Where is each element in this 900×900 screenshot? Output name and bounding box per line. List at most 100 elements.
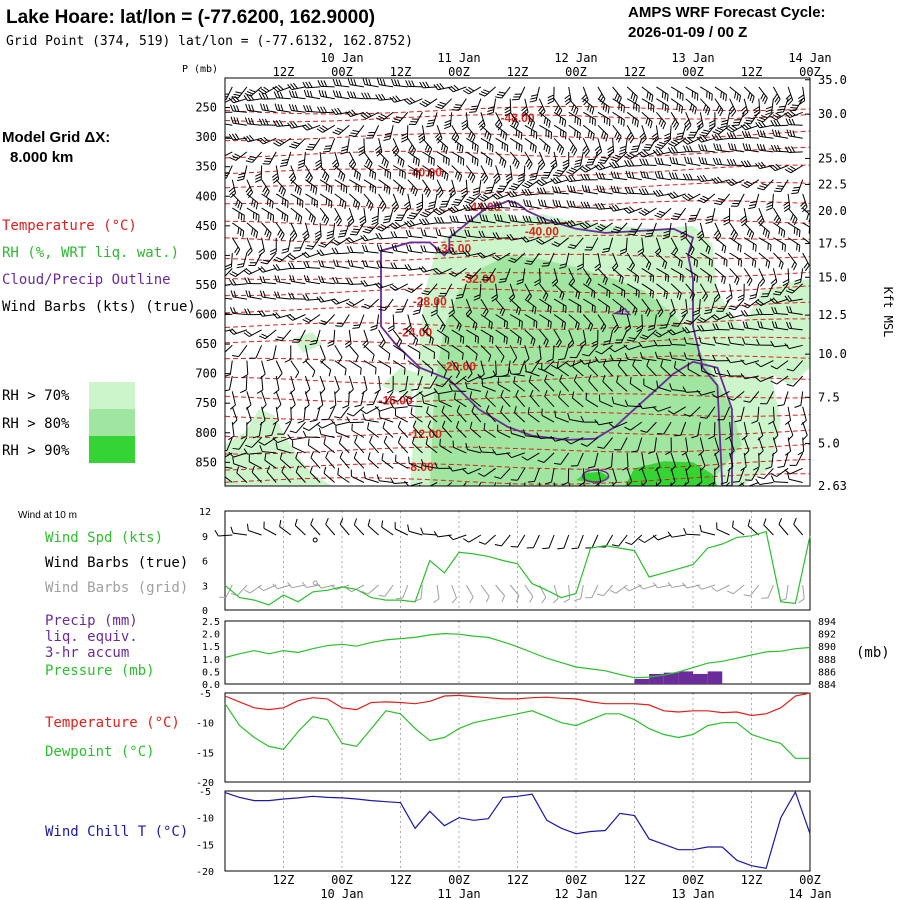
upper-wind-barb	[455, 283, 467, 299]
upper-wind-barb	[228, 278, 247, 286]
upper-wind-barb	[232, 207, 245, 222]
upper-wind-barb	[259, 290, 277, 300]
upper-wind-barb	[495, 314, 508, 329]
upper-wind-barb	[390, 262, 408, 270]
upper-wind-barb	[584, 237, 599, 251]
upper-wind-barb	[582, 124, 595, 141]
upper-wind-barb	[687, 362, 701, 377]
upper-wind-barb	[367, 452, 379, 469]
height-tick-label: 10.0	[818, 347, 847, 361]
upper-wind-barb	[363, 471, 379, 483]
upper-wind-barb	[512, 86, 526, 101]
upper-wind-barb	[753, 98, 761, 117]
surface-wind-barb-grid	[609, 584, 628, 594]
upper-wind-barb	[244, 277, 262, 285]
upper-wind-barb	[537, 452, 555, 463]
upper-wind-barb	[433, 82, 452, 91]
forecast-cycle-label: AMPS WRF Forecast Cycle:	[628, 4, 826, 21]
upper-wind-barb	[623, 344, 642, 351]
upper-wind-barb	[610, 151, 628, 162]
upper-wind-barb	[318, 259, 335, 269]
upper-wind-barb	[297, 406, 306, 424]
upper-wind-barb	[331, 151, 340, 171]
upper-wind-barb	[725, 178, 745, 187]
upper-wind-barb	[225, 151, 233, 159]
top-time-label: 00Z	[331, 65, 353, 79]
upper-wind-barb	[248, 455, 262, 469]
upper-wind-barb	[656, 98, 669, 113]
upper-wind-barb	[231, 345, 248, 358]
rh70-patch-a	[293, 332, 323, 353]
upper-wind-barb	[713, 283, 721, 303]
upper-wind-barb	[534, 268, 541, 287]
upper-wind-barb	[491, 482, 497, 486]
upper-wind-barb	[553, 314, 566, 330]
upper-wind-barb	[641, 98, 655, 113]
upper-wind-barb	[656, 267, 669, 283]
upper-wind-barb	[539, 298, 552, 314]
upper-wind-barb	[426, 112, 438, 128]
upper-wind-barb	[316, 249, 335, 256]
upper-wind-barb	[787, 252, 797, 271]
upper-wind-barb	[408, 112, 423, 126]
upper-wind-barb	[538, 98, 546, 117]
upper-wind-barb	[348, 124, 365, 137]
upper-wind-barb	[631, 437, 643, 453]
upper-wind-barb	[539, 124, 553, 140]
upper-wind-barb	[524, 314, 538, 329]
upper-wind-barb	[713, 143, 730, 153]
upper-wind-barb	[667, 191, 686, 199]
upper-wind-barb	[550, 435, 569, 442]
upper-wind-barb	[495, 86, 511, 99]
upper-wind-barb	[785, 86, 794, 106]
upper-wind-barb	[535, 345, 542, 364]
upper-wind-barb	[376, 78, 394, 88]
upper-wind-barb	[696, 135, 716, 143]
upper-wind-barb	[329, 391, 337, 410]
upper-wind-barb	[729, 237, 742, 253]
upper-wind-barb	[623, 206, 642, 214]
surface-wind-barb-true	[732, 520, 745, 536]
upper-wind-barb	[334, 207, 342, 227]
upper-wind-barb	[389, 402, 408, 409]
upper-wind-barb	[335, 425, 350, 438]
upper-wind-barb	[559, 374, 570, 392]
upper-wind-barb	[361, 92, 379, 100]
surface-wind-barb-grid	[495, 584, 506, 603]
upper-wind-barb	[436, 137, 449, 155]
forecast-cycle-value: 2026-01-09 / 00 Z	[628, 24, 747, 41]
upper-wind-barb	[568, 138, 578, 156]
surface-wind-barb-true	[478, 534, 496, 545]
upper-wind-barb	[626, 125, 635, 144]
wind-panel: 0 3 6 9 12	[199, 507, 811, 617]
upper-wind-barb	[685, 237, 695, 256]
surface-wind-barbs-true	[214, 517, 804, 550]
upper-wind-barb	[228, 95, 248, 104]
temperature-contour	[225, 393, 810, 403]
temperature-contour	[225, 130, 810, 142]
upper-wind-barb	[757, 179, 774, 191]
surface-wind-barb-grid	[574, 584, 584, 602]
upper-wind-barb	[337, 222, 350, 238]
upper-wind-barb	[647, 314, 657, 331]
upper-wind-barb	[561, 468, 570, 486]
upper-wind-barb	[523, 345, 530, 364]
upper-wind-barb	[546, 345, 555, 363]
upper-wind-barb	[551, 186, 569, 195]
precip-label: Precip (mm)	[45, 613, 138, 629]
upper-wind-barb	[441, 420, 453, 438]
upper-wind-barb	[752, 452, 760, 471]
surface-wind-barb-true	[310, 518, 321, 536]
upper-wind-barb	[365, 125, 380, 139]
upper-wind-barb	[353, 451, 365, 469]
upper-wind-barb	[654, 157, 672, 166]
upper-wind-barb	[443, 112, 453, 130]
upper-wind-barb	[772, 86, 781, 105]
pressure-ytick-label: 884	[818, 680, 836, 691]
upper-wind-barb	[462, 203, 481, 212]
dewpoint-label: Dewpoint (°C)	[45, 744, 155, 760]
upper-wind-barb	[510, 468, 526, 481]
upper-wind-barb	[484, 179, 497, 195]
upper-wind-barb	[243, 94, 262, 102]
upper-wind-barb	[644, 222, 657, 238]
